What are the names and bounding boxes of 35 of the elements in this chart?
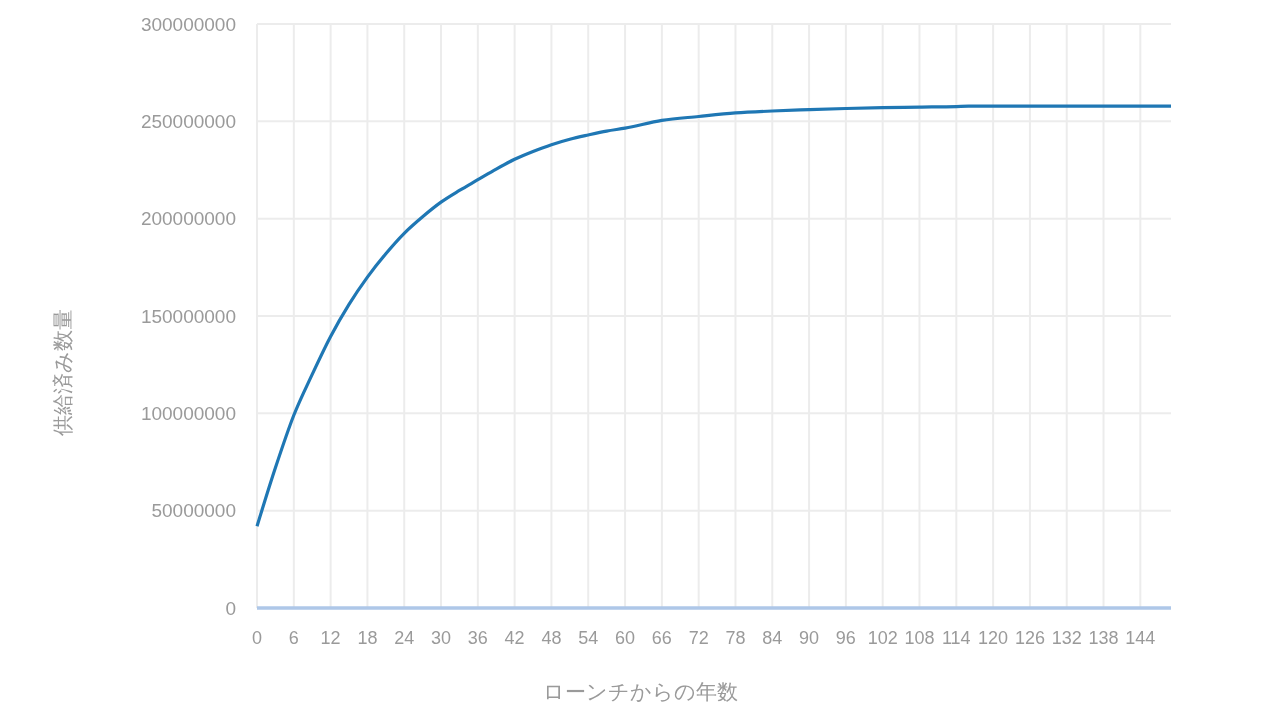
x-tick-label: 90 xyxy=(799,628,820,648)
y-tick-label: 250000000 xyxy=(140,110,236,132)
x-tick-label: 78 xyxy=(725,628,746,648)
x-tick-label: 126 xyxy=(1014,628,1045,648)
x-tick-label: 42 xyxy=(504,628,525,648)
x-tick-label: 114 xyxy=(941,628,971,648)
x-tick-label: 138 xyxy=(1088,628,1119,648)
y-tick-label: 50000000 xyxy=(151,500,236,522)
x-tick-label: 120 xyxy=(978,628,1009,648)
x-tick-label: 24 xyxy=(394,628,415,648)
y-tick-label: 300000000 xyxy=(140,13,236,35)
line-series xyxy=(255,104,1173,528)
x-tick-label: 132 xyxy=(1051,628,1082,648)
x-tick-label: 36 xyxy=(467,628,488,648)
x-tick-label: 66 xyxy=(651,628,672,648)
x-tick-label: 84 xyxy=(762,628,783,648)
y-tick-label: 200000000 xyxy=(140,208,236,230)
x-tick-label: 48 xyxy=(541,628,562,648)
x-tick-label: 0 xyxy=(251,628,263,648)
x-tick-label: 72 xyxy=(688,628,709,648)
x-tick-label: 54 xyxy=(578,628,599,648)
y-axis-title: 供給済み数量 xyxy=(51,308,74,436)
x-tick-label: 102 xyxy=(867,628,898,648)
y-tick-label: 0 xyxy=(225,597,236,619)
x-tick-label: 30 xyxy=(431,628,452,648)
x-axis-title: ローンチからの年数 xyxy=(542,680,738,703)
x-tick-label: 108 xyxy=(904,628,935,648)
x-tick-label: 6 xyxy=(288,628,299,648)
x-tick-label: 144 xyxy=(1125,628,1156,648)
x-tick-label: 12 xyxy=(320,628,341,648)
x-tick-label: 96 xyxy=(835,628,856,648)
x-tick-label: 60 xyxy=(615,628,636,648)
y-tick-label: 150000000 xyxy=(140,305,236,327)
x-tick-label: 18 xyxy=(357,628,378,648)
y-tick-label: 100000000 xyxy=(140,402,236,424)
